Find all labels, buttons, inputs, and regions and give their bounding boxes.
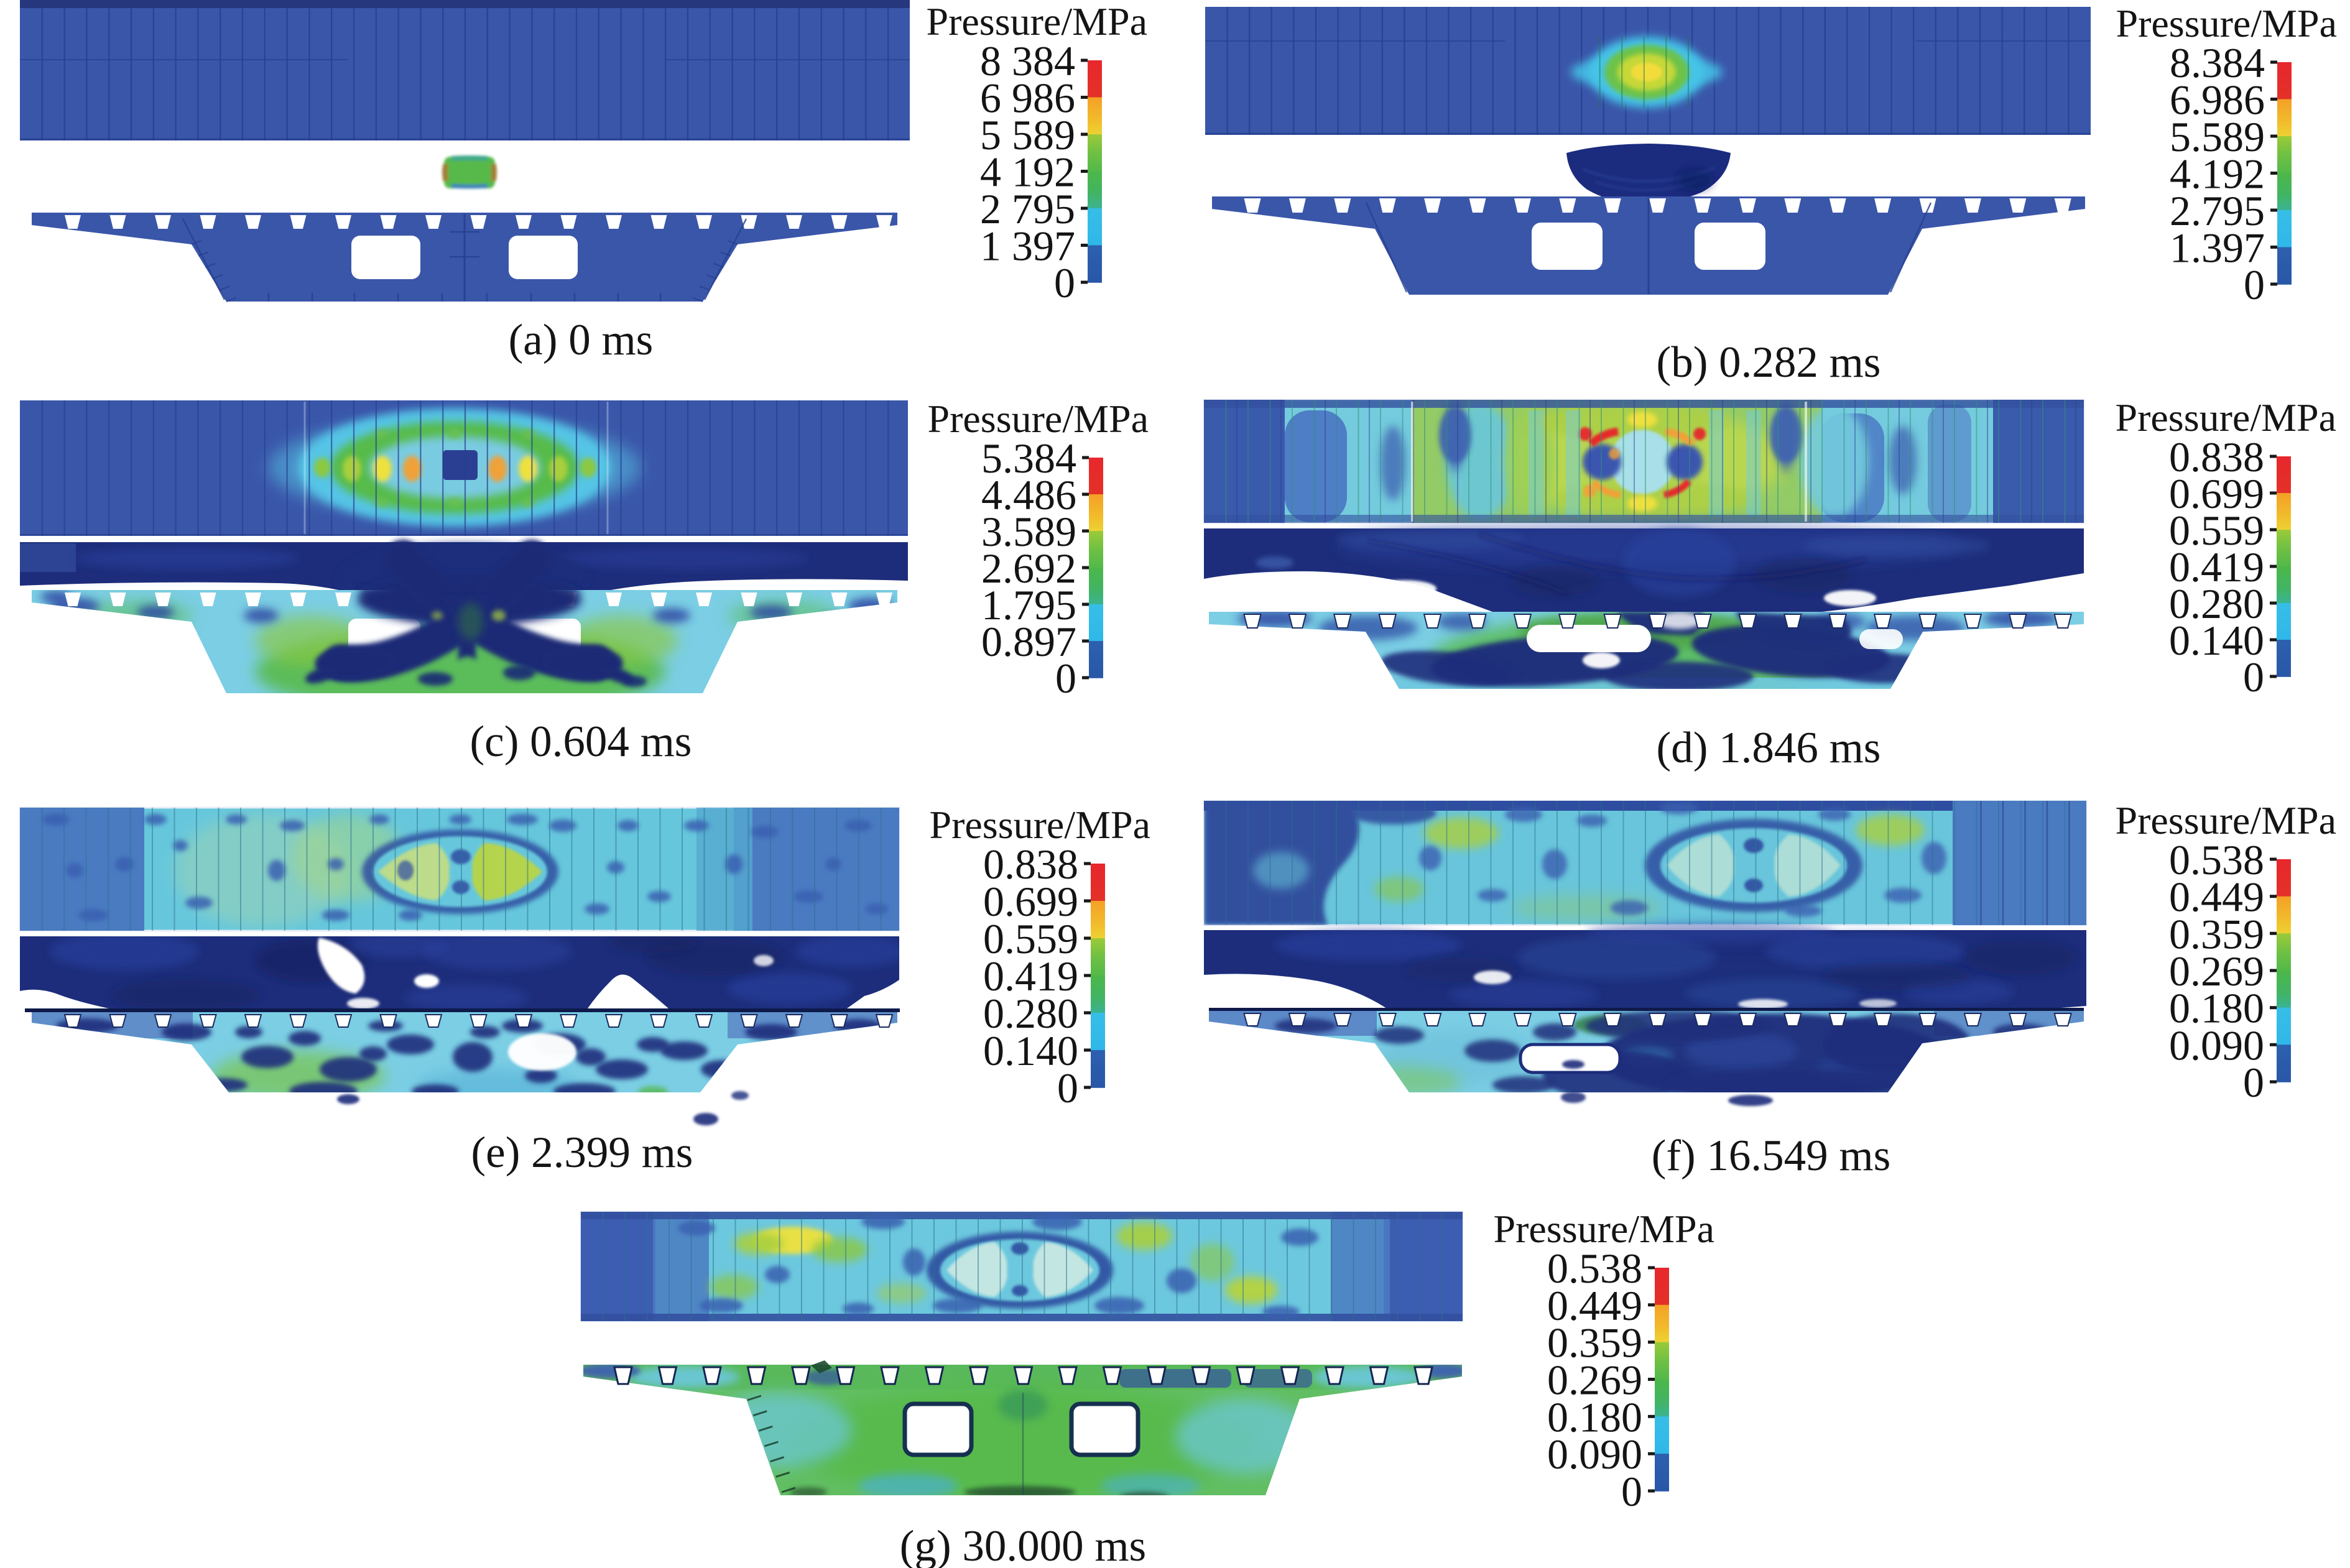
svg-text:0: 0	[2243, 653, 2264, 701]
svg-text:(g) 30.000 ms: (g) 30.000 ms	[900, 1522, 1146, 1568]
svg-text:0.897: 0.897	[981, 618, 1076, 665]
svg-text:4.192: 4.192	[2170, 150, 2265, 198]
svg-text:0: 0	[2243, 1059, 2264, 1106]
svg-text:4.486: 4.486	[981, 471, 1076, 519]
svg-text:0: 0	[1057, 1064, 1078, 1112]
svg-text:(e) 2.399 ms: (e) 2.399 ms	[471, 1128, 693, 1177]
svg-text:0.419: 0.419	[983, 952, 1078, 1000]
svg-text:0.838: 0.838	[2169, 433, 2264, 481]
svg-text:2.692: 2.692	[981, 545, 1076, 592]
svg-text:0.838: 0.838	[983, 841, 1078, 888]
svg-text:0.419: 0.419	[2169, 543, 2264, 591]
svg-text:0.140: 0.140	[983, 1027, 1078, 1074]
svg-text:0: 0	[1055, 655, 1076, 702]
svg-text:0.538: 0.538	[2169, 836, 2264, 883]
svg-text:0.538: 0.538	[1547, 1245, 1642, 1292]
svg-text:0.449: 0.449	[2169, 874, 2264, 921]
svg-text:5.589: 5.589	[2170, 113, 2265, 160]
svg-text:0.140: 0.140	[2169, 617, 2264, 664]
svg-text:0.699: 0.699	[2169, 470, 2264, 517]
svg-text:(f) 16.549 ms: (f) 16.549 ms	[1652, 1132, 1891, 1180]
svg-text:Pressure/MPa: Pressure/MPa	[927, 397, 1149, 441]
svg-text:0: 0	[1054, 259, 1075, 307]
svg-text:1.397: 1.397	[2170, 224, 2265, 272]
svg-text:0.699: 0.699	[983, 878, 1078, 925]
svg-text:6 986: 6 986	[980, 75, 1075, 122]
svg-text:0.449: 0.449	[1547, 1282, 1642, 1329]
svg-text:0.090: 0.090	[1547, 1431, 1642, 1478]
svg-text:Pressure/MPa: Pressure/MPa	[929, 803, 1150, 847]
svg-text:4 192: 4 192	[980, 149, 1075, 196]
svg-text:0.180: 0.180	[1547, 1393, 1642, 1441]
svg-text:0.090: 0.090	[2169, 1022, 2264, 1069]
svg-text:0.559: 0.559	[983, 915, 1078, 962]
svg-text:(d) 1.846 ms: (d) 1.846 ms	[1657, 724, 1881, 772]
svg-text:(a) 0 ms: (a) 0 ms	[509, 316, 654, 364]
svg-text:5.384: 5.384	[981, 435, 1076, 482]
svg-text:(c) 0.604 ms: (c) 0.604 ms	[470, 717, 692, 766]
svg-text:1 397: 1 397	[980, 223, 1075, 270]
svg-text:0: 0	[2244, 261, 2265, 308]
svg-text:Pressure/MPa: Pressure/MPa	[2115, 395, 2336, 440]
svg-text:0.280: 0.280	[983, 990, 1078, 1037]
svg-text:0.269: 0.269	[1547, 1357, 1642, 1404]
svg-text:8.384: 8.384	[2170, 39, 2265, 86]
svg-text:0.359: 0.359	[2169, 910, 2264, 957]
svg-text:(b) 0.282 ms: (b) 0.282 ms	[1657, 338, 1881, 387]
svg-text:6.986: 6.986	[2170, 76, 2265, 124]
svg-text:Pressure/MPa: Pressure/MPa	[926, 0, 1147, 44]
svg-text:Pressure/MPa: Pressure/MPa	[2116, 1, 2337, 45]
svg-text:8 384: 8 384	[980, 37, 1075, 85]
svg-text:1.795: 1.795	[981, 581, 1076, 629]
svg-text:0: 0	[1621, 1468, 1642, 1515]
svg-text:Pressure/MPa: Pressure/MPa	[1493, 1207, 1714, 1251]
svg-text:0.359: 0.359	[1547, 1319, 1642, 1367]
svg-text:2 795: 2 795	[980, 185, 1075, 233]
svg-text:2.795: 2.795	[2170, 187, 2265, 234]
svg-text:Pressure/MPa: Pressure/MPa	[2115, 798, 2336, 842]
svg-text:0.180: 0.180	[2169, 985, 2264, 1032]
svg-text:0.269: 0.269	[2169, 948, 2264, 995]
svg-text:0.280: 0.280	[2169, 580, 2264, 627]
svg-text:5 589: 5 589	[980, 111, 1075, 159]
svg-text:3.589: 3.589	[981, 508, 1076, 555]
svg-text:0.559: 0.559	[2169, 507, 2264, 554]
